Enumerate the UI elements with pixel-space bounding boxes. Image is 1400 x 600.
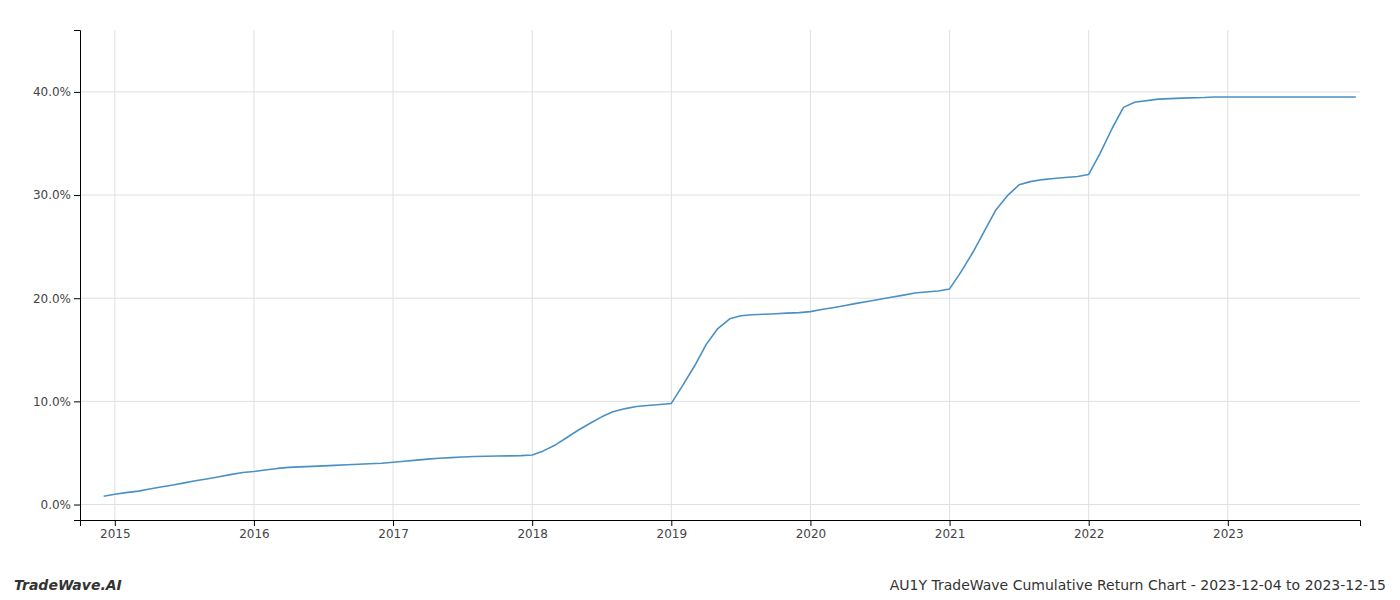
y-tick-mark xyxy=(74,298,80,299)
x-tick: 2018 xyxy=(517,520,548,541)
y-tick: 0.0% xyxy=(41,498,81,512)
plot-area xyxy=(104,97,1356,496)
grid-line-x xyxy=(253,30,254,520)
footer-left: TradeWave.AI xyxy=(14,577,122,593)
x-tick-mark xyxy=(950,520,951,526)
y-axis: 0.0% 10.0% 20.0% 30.0% 40.0% xyxy=(33,31,81,521)
x-tick: 2020 xyxy=(796,520,827,541)
x-tick: 2017 xyxy=(378,520,409,541)
x-tick-mark xyxy=(671,520,672,526)
chart: 2015 2016 2017 2018 2019 2020 2021 2022 2023 0.0%… xyxy=(0,0,1400,600)
x-tick-mark xyxy=(1228,520,1229,526)
y-tick-mark xyxy=(74,505,80,506)
grid-line-x xyxy=(949,30,950,520)
y-axis-line xyxy=(74,31,81,521)
footer-right: AU1Y TradeWave Cumulative Return Chart -… xyxy=(890,577,1386,593)
grid xyxy=(80,30,1360,520)
y-tick-label: 20.0% xyxy=(33,292,71,306)
grid-line-y xyxy=(80,504,1360,505)
grid-line-x xyxy=(393,30,394,520)
y-tick-label: 40.0% xyxy=(33,85,71,99)
x-tick-mark xyxy=(115,520,116,526)
y-tick-mark xyxy=(74,92,80,93)
x-tick-label: 2021 xyxy=(935,527,966,541)
y-tick: 40.0% xyxy=(33,85,80,99)
y-tick-label: 10.0% xyxy=(33,395,71,409)
x-axis: 2015 2016 2017 2018 2019 2020 2021 2022 2023 xyxy=(81,520,1361,541)
y-tick-label: 30.0% xyxy=(33,188,71,202)
x-tick-label: 2020 xyxy=(796,527,827,541)
y-tick-label: 0.0% xyxy=(41,498,72,512)
x-tick-mark xyxy=(1089,520,1090,526)
x-tick-label: 2015 xyxy=(100,527,131,541)
x-axis-line xyxy=(81,521,1361,527)
x-tick: 2023 xyxy=(1213,520,1244,541)
x-tick: 2015 xyxy=(100,520,131,541)
grid-line-x xyxy=(532,30,533,520)
x-tick-label: 2016 xyxy=(239,527,270,541)
y-tick-mark xyxy=(74,401,80,402)
y-tick-mark xyxy=(74,195,80,196)
x-tick-mark xyxy=(810,520,811,526)
x-tick-label: 2022 xyxy=(1074,527,1105,541)
grid-line-x xyxy=(810,30,811,520)
x-tick-label: 2018 xyxy=(517,527,548,541)
grid-line-y xyxy=(80,91,1360,92)
grid-line-x xyxy=(114,30,115,520)
grid-line-x xyxy=(671,30,672,520)
grid-line-y xyxy=(80,298,1360,299)
line xyxy=(104,97,1356,496)
grid-line-x xyxy=(1088,30,1089,520)
x-tick: 2019 xyxy=(657,520,688,541)
x-tick-label: 2017 xyxy=(378,527,409,541)
y-tick: 30.0% xyxy=(33,188,80,202)
x-tick-mark xyxy=(393,520,394,526)
grid-line-x xyxy=(1227,30,1228,520)
x-tick-label: 2023 xyxy=(1213,527,1244,541)
x-tick: 2021 xyxy=(935,520,966,541)
grid-line-y xyxy=(80,401,1360,402)
y-tick: 20.0% xyxy=(33,292,80,306)
grid-line-y xyxy=(80,195,1360,196)
y-tick: 10.0% xyxy=(33,395,80,409)
x-tick-mark xyxy=(254,520,255,526)
x-tick-label: 2019 xyxy=(657,527,688,541)
x-tick: 2016 xyxy=(239,520,270,541)
x-tick-mark xyxy=(532,520,533,526)
x-tick: 2022 xyxy=(1074,520,1105,541)
